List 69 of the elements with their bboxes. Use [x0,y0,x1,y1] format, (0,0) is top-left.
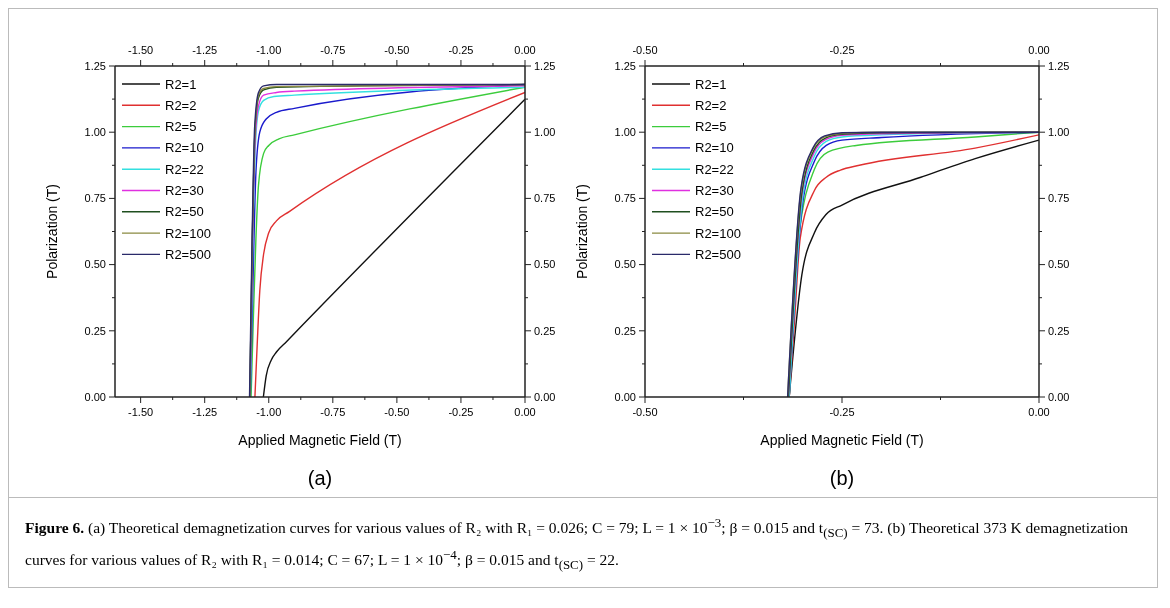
legend-label: R2=50 [165,204,204,220]
y-tick-label: 0.50 [84,258,106,271]
x2-tick-label: -0.75 [320,43,346,56]
y2-tick-label: 0.00 [534,390,556,403]
legend-label: R2=1 [165,76,197,92]
x-axis-title: Applied Magnetic Field (T) [760,432,924,448]
y2-tick-label: 0.25 [1048,324,1070,337]
legend-label: R2=10 [695,140,734,156]
x2-tick-label: -0.25 [448,43,474,56]
y-tick-label: 1.00 [614,126,636,139]
y2-tick-label: 0.75 [534,192,556,205]
x2-tick-label: -0.50 [384,43,410,56]
x-tick-label: 0.00 [1028,405,1050,418]
x2-tick-label: -1.00 [256,43,282,56]
y2-tick-label: 0.00 [1048,390,1070,403]
y-tick-label: 0.75 [84,192,106,205]
y2-tick-label: 0.50 [534,258,556,271]
y-tick-label: 0.25 [614,324,636,337]
y2-tick-label: 1.00 [534,126,556,139]
x-tick-label: -1.00 [256,405,282,418]
x2-tick-label: -1.25 [192,43,218,56]
y2-tick-label: 1.25 [534,59,556,72]
y-tick-label: 0.00 [614,390,636,403]
text: (b) [829,467,855,489]
legend-label: R2=2 [695,97,727,113]
legend-label: R2=1 [695,76,727,92]
x2-tick-label: 0.00 [1028,43,1050,56]
y2-tick-label: 0.75 [1048,192,1070,205]
x-tick-label: 0.00 [514,405,536,418]
legend-label: R2=30 [695,183,734,199]
y-tick-label: 0.50 [614,258,636,271]
text: Figure 6. (a) Theoretical demagnetization curves for various values of R₂ with R₁ = 0.026; C = 79; L = 1 × 10$^{−3}$; β = 0.015 and t$_{(SC)}$ = 73. (b) Theoretical 373 K demagnetization curves for various values of R₂ with R₁ = 0.014; C = 67; L = 1 × 10$^{−4}$; β = 0.015 and t$_{(SC)}$ = 22. [25,515,1129,573]
x-tick-label: -0.75 [320,405,346,418]
x-tick-label: -0.50 [632,405,658,418]
legend-label: R2=5 [165,119,197,135]
x-tick-label: -1.50 [128,405,154,418]
y-tick-label: 1.25 [84,59,106,72]
x-tick-label: -0.25 [829,405,855,418]
legend-label: R2=100 [695,225,741,241]
x-tick-label: -1.25 [192,405,218,418]
x2-tick-label: -1.50 [128,43,154,56]
y-tick-label: 0.25 [84,324,106,337]
y2-tick-label: 1.00 [1048,126,1070,139]
y-tick-label: 0.00 [84,390,106,403]
legend-label: R2=10 [165,140,204,156]
legend-label: R2=50 [695,204,734,220]
y-tick-label: 0.75 [614,192,636,205]
y-axis-title: Polarization (T) [574,184,590,279]
legend-label: R2=500 [165,246,211,262]
legend-label: R2=30 [165,183,204,199]
text: (a) [307,467,333,489]
x-axis-title: Applied Magnetic Field (T) [238,432,402,448]
y-tick-label: 1.00 [84,126,106,139]
legend-label: R2=100 [165,225,211,241]
x2-tick-label: -0.25 [829,43,855,56]
y2-tick-label: 0.25 [534,324,556,337]
x-tick-label: -0.25 [448,405,474,418]
y2-tick-label: 0.50 [1048,258,1070,271]
y-axis-title: Polarization (T) [44,184,60,279]
legend-label: R2=22 [695,161,734,177]
x-tick-label: -0.50 [384,405,410,418]
legend-label: R2=22 [165,161,204,177]
y-tick-label: 1.25 [614,59,636,72]
legend-label: R2=5 [695,119,727,135]
x2-tick-label: -0.50 [632,43,658,56]
legend-label: R2=500 [695,246,741,262]
x2-tick-label: 0.00 [514,43,536,56]
y2-tick-label: 1.25 [1048,59,1070,72]
legend-label: R2=2 [165,97,197,113]
